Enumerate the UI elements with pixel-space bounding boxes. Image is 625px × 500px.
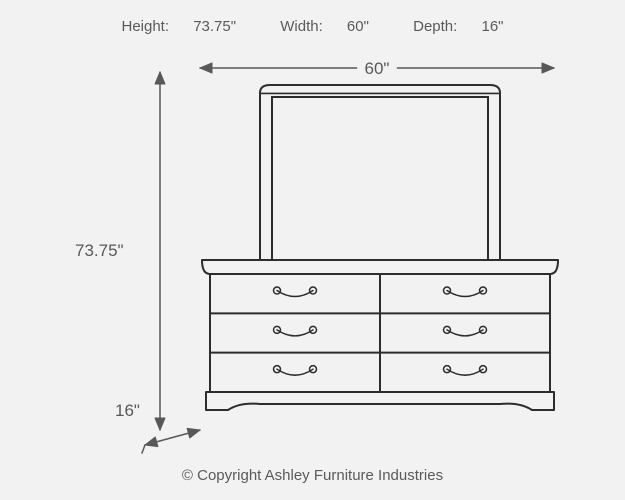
copyright-text: © Copyright Ashley Furniture Industries — [0, 467, 625, 484]
svg-text:73.75": 73.75" — [75, 241, 124, 260]
svg-text:16": 16" — [115, 401, 140, 420]
diagram-canvas: 60" 73.75" 16" — [0, 0, 625, 500]
svg-text:60": 60" — [365, 59, 390, 78]
